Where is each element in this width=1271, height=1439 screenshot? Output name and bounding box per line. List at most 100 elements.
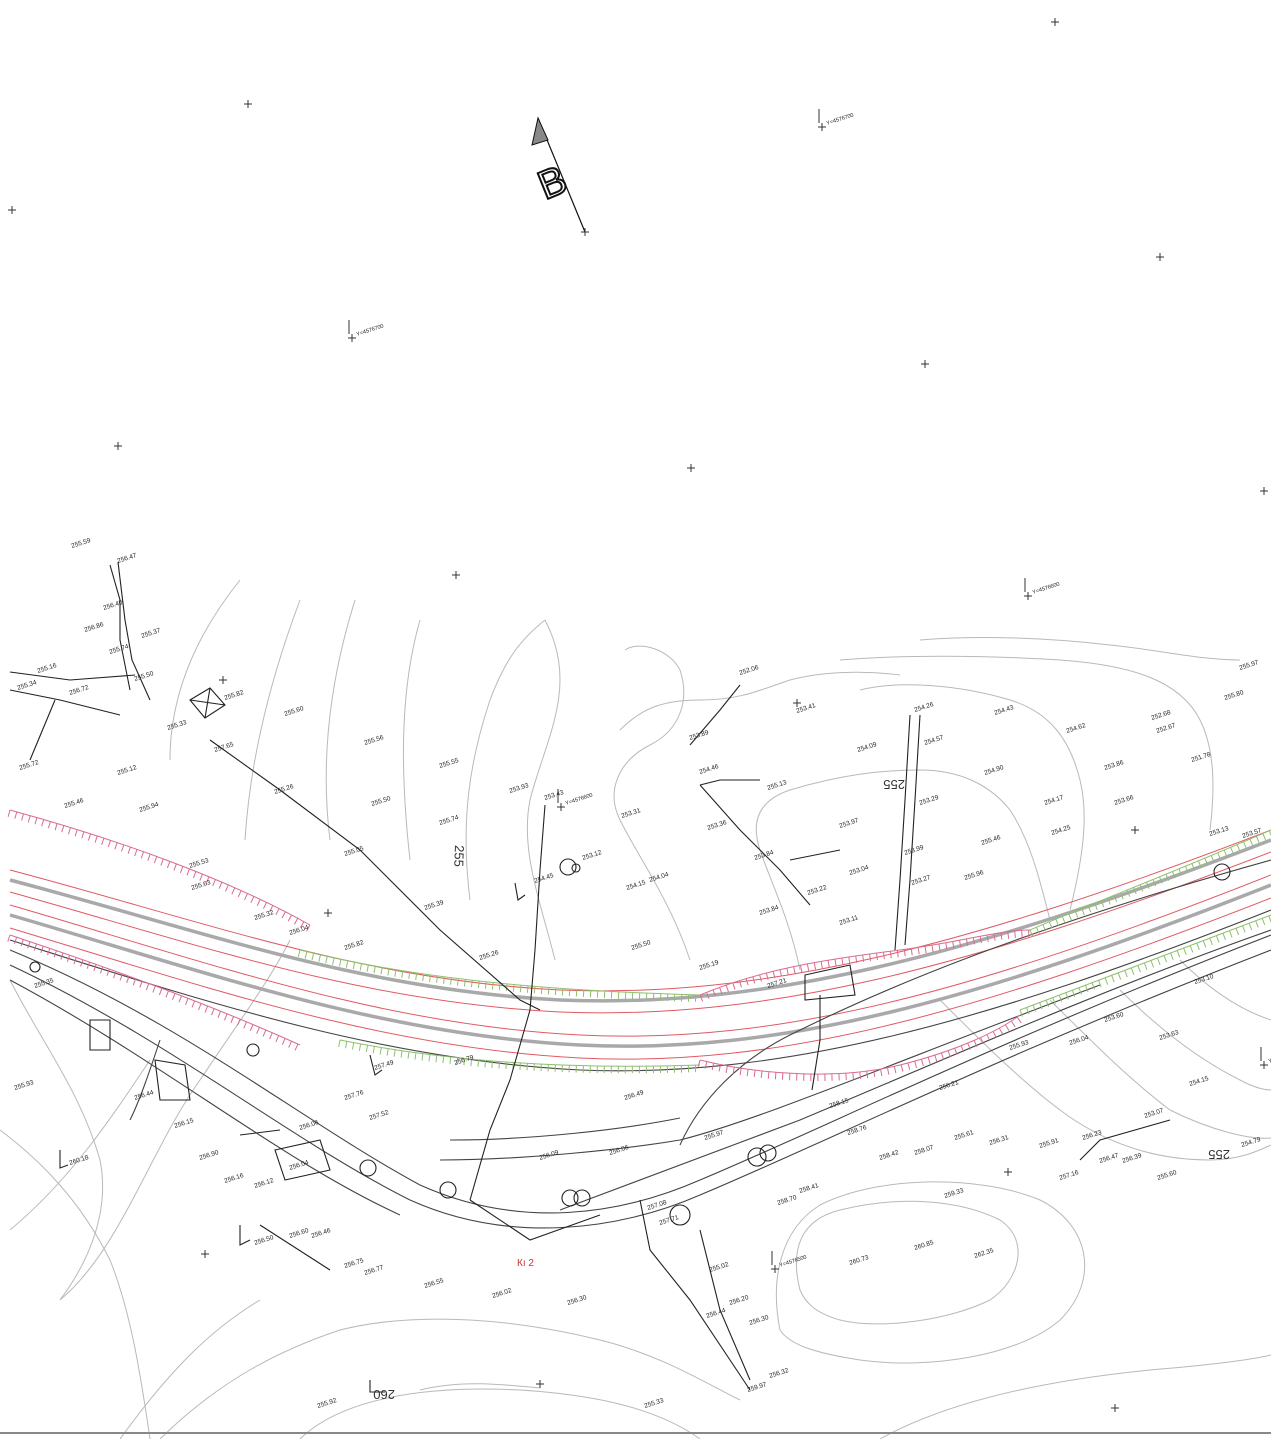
coordinate-label: Y=4576500	[779, 1254, 808, 1268]
grid-cross-icon	[687, 464, 695, 472]
spot-elevation: 253.89	[688, 729, 709, 742]
spot-elevation: 256.09	[538, 1149, 559, 1162]
spot-elevation: 254.90	[983, 764, 1004, 777]
spot-elevation: 256.46	[310, 1227, 331, 1240]
grid-cross-icon	[1111, 1404, 1119, 1412]
spot-elevation: 253.43	[543, 789, 564, 802]
spot-elevation: 253.12	[581, 849, 602, 862]
spot-elevation: 256.47	[116, 552, 137, 565]
grid-cross-icon	[244, 100, 252, 108]
spot-elevation: 255.97	[703, 1129, 724, 1142]
spot-elevation: 253.29	[918, 794, 939, 807]
spot-elevation: 253.97	[838, 817, 859, 830]
spot-elevation: 256.32	[768, 1367, 789, 1380]
spot-elevation: 256.16	[223, 1172, 244, 1185]
grid-cross-icon	[201, 1250, 209, 1258]
spot-elevation: 253.07	[1143, 1107, 1164, 1120]
spot-elevation: 252.06	[738, 664, 759, 677]
spot-elevation: 256.55	[423, 1277, 444, 1290]
spot-elevation: 255.26	[273, 783, 294, 796]
coordinate-label: Y=4576700	[826, 112, 855, 126]
spot-elevation: 255.60	[283, 705, 304, 718]
road-alignment	[9, 829, 1271, 1229]
grid-cross-icon	[219, 676, 227, 684]
spot-elevation: 255.37	[140, 627, 161, 640]
spot-elevation: 254.62	[1065, 722, 1086, 735]
spot-elevation: 253.84	[758, 904, 779, 917]
spot-elevation: 253.41	[795, 702, 816, 715]
spot-elevation: 255.13	[766, 779, 787, 792]
spot-elevation: 255.80	[1223, 689, 1244, 702]
coordinate-marks: Y=4576700 Y=4576700 Y=4576600 Y=4576600 Y=45…	[348, 109, 1271, 1273]
spot-elevation: 255.26	[478, 949, 499, 962]
north-arrow: B	[531, 116, 586, 233]
spot-elevation: 253.66	[1113, 794, 1134, 807]
coordinate-label: Y=45	[1268, 1055, 1271, 1065]
spot-elevation: 256.60	[288, 1227, 309, 1240]
spot-elevation: 253.31	[620, 807, 641, 820]
grid-cross-icon	[581, 228, 589, 236]
spot-elevation: 260.18	[68, 1154, 89, 1167]
spot-elevation: 255.63	[190, 879, 211, 892]
spot-elevation: 256.02	[491, 1287, 512, 1300]
spot-elevation: 259.97	[746, 1381, 767, 1394]
contour-value-label: 255	[1208, 1147, 1230, 1162]
spot-elevation: 255.55	[438, 757, 459, 770]
spot-elevation: 262.35	[973, 1247, 994, 1260]
spot-elevation: 254.79	[1240, 1136, 1261, 1149]
spot-elevation: 256.72	[68, 684, 89, 697]
spot-elevation: 251.78	[1190, 751, 1211, 764]
contour-value-label: 255	[883, 777, 905, 792]
spot-elevation: 257.76	[343, 1089, 364, 1102]
spot-elevation: 257.16	[1058, 1169, 1079, 1182]
spot-elevation: 256.31	[988, 1134, 1009, 1147]
spot-elevation: 255.02	[708, 1261, 729, 1274]
spot-elevation: 255.12	[116, 764, 137, 777]
spot-elevation: 254.25	[1050, 824, 1071, 837]
spot-elevation: 256.20	[728, 1294, 749, 1307]
spot-elevation: 254.04	[648, 871, 669, 884]
spot-elevation: 255.97	[1238, 659, 1259, 672]
spot-elevation: 258.41	[798, 1182, 819, 1195]
spot-elevation: 255.59	[70, 537, 91, 550]
coordinate-mark: Y=4576700	[348, 320, 385, 342]
grid-cross-icon	[536, 1380, 544, 1388]
spot-elevation: 258.70	[776, 1194, 797, 1207]
grid-cross-icon	[1051, 18, 1059, 26]
contour-value-label: 260	[373, 1387, 395, 1402]
spot-elevation: 257.52	[368, 1109, 389, 1122]
spot-elevation: 255.50	[370, 795, 391, 808]
spot-elevation: 258.15	[828, 1097, 849, 1110]
grid-cross-icon	[793, 699, 801, 707]
grid-cross-icon	[1004, 1168, 1012, 1176]
spot-elevation: 255.91	[1038, 1137, 1059, 1150]
spot-elevation: 255.74	[438, 814, 459, 827]
spot-elevation: 253.84	[753, 849, 774, 862]
spot-elevation: 257.08	[646, 1199, 667, 1212]
spot-elevation: 253.13	[1208, 825, 1229, 838]
spot-elevation: 258.76	[846, 1124, 867, 1137]
spot-elevation: 254.15	[1188, 1075, 1209, 1088]
sheet-border	[0, 1432, 1271, 1434]
coordinate-label: Y=4576600	[565, 792, 594, 806]
contour-lines	[0, 579, 1271, 1439]
spot-elevation: 260.73	[848, 1254, 869, 1267]
spot-elevation: 253.27	[910, 874, 931, 887]
spot-elevation: 256.04	[288, 1159, 309, 1172]
spot-elevation: 254.26	[913, 701, 934, 714]
spot-elevation: 255.35	[33, 977, 54, 990]
spot-elevation: 255.94	[138, 801, 159, 814]
spot-elevation: 255.33	[643, 1397, 664, 1410]
grid-cross-icon	[452, 571, 460, 579]
grid-cross-icon	[1260, 487, 1268, 495]
spot-elevation: 256.47	[1098, 1152, 1119, 1165]
spot-elevation: 255.60	[1156, 1169, 1177, 1182]
spot-elevation: 253.99	[903, 844, 924, 857]
spot-elevation: 256.30	[748, 1314, 769, 1327]
spot-elevation: 256.50	[253, 1234, 274, 1247]
grid-cross-icon	[114, 442, 122, 450]
spot-elevation: 255.53	[188, 857, 209, 870]
spot-elevation: 254.43	[993, 704, 1014, 717]
spot-elevation: 255.19	[698, 959, 719, 972]
section-label: Кı 2	[517, 1258, 534, 1269]
